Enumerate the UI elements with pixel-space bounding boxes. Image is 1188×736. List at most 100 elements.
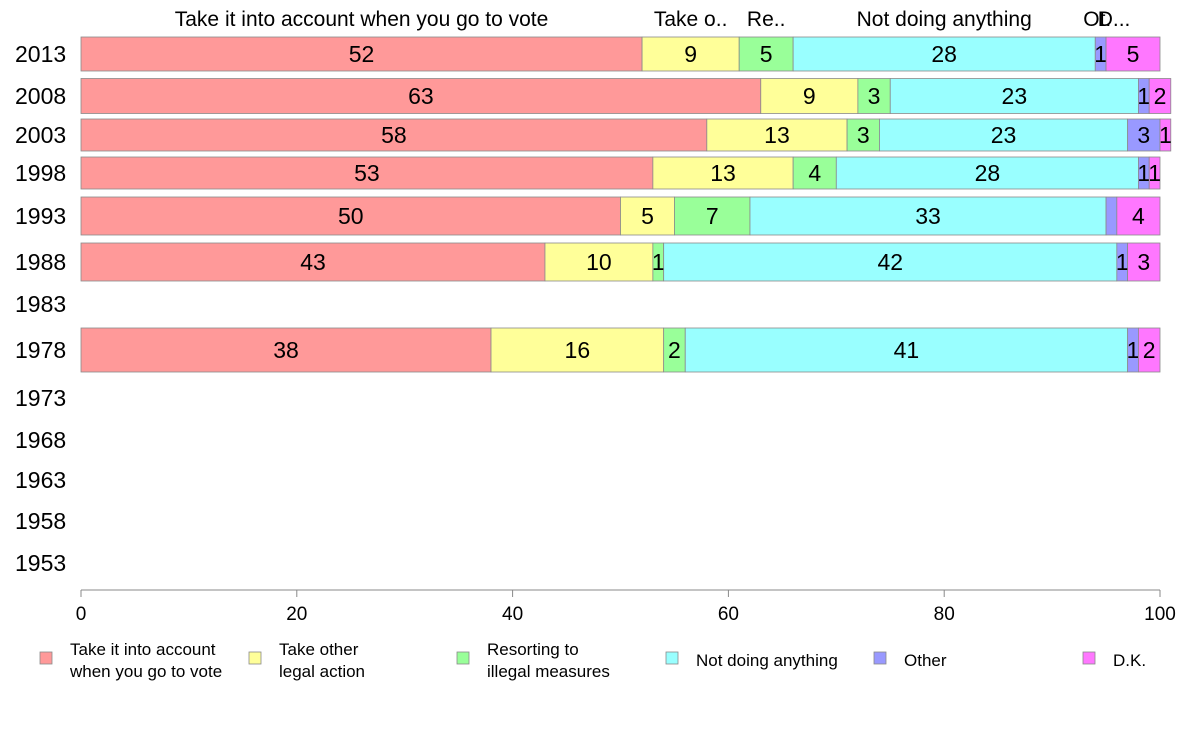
bar-segment-2008-resorting-to-illegal-measures [857,78,891,114]
bar-segment-1988-take-other-legal-action [544,242,654,282]
bar-segment-2008-take-it-into-account-when-you-go-to-vote [80,78,762,114]
data-label-1993-not-doing-anything: 33 [915,203,941,229]
bar-segment-2003-other [1127,118,1161,152]
y-tick-label-1998: 1998 [15,160,66,186]
bar-segment-2013-d-k [1105,36,1161,72]
bar-segment-1993-resorting-to-illegal-measures [674,196,751,236]
data-label-1993-resorting-to-illegal-measures: 7 [706,203,719,229]
data-label-2013-other: 1 [1094,41,1107,67]
data-label-2003-resorting-to-illegal-measures: 3 [857,122,870,148]
data-label-1978-take-other-legal-action: 16 [565,337,591,363]
bar-segment-2013-take-other-legal-action [641,36,740,72]
y-tick-label-2003: 2003 [15,122,66,148]
bar-segment-1998-take-other-legal-action [652,156,794,190]
bar-segment-1988-not-doing-anything [663,242,1118,282]
legend-swatch-d-k [1082,651,1096,665]
data-label-2003-take-other-legal-action: 13 [764,122,790,148]
x-tick-label-40: 40 [502,604,523,625]
bar-segment-1988-d-k [1127,242,1161,282]
data-label-2013-take-other-legal-action: 9 [684,41,697,67]
data-label-1993-take-it-into-account-when-you-go-to-vote: 50 [338,203,364,229]
legend-swatch-other [873,651,887,665]
data-label-1988-take-other-legal-action: 10 [586,249,612,275]
legend-label-take-other-legal-action: Take other legal action [279,640,365,681]
series-header-take-it-into-account-when-you-go-to-vote: Take it into account when you go to vote [175,8,549,31]
y-tick-label-2008: 2008 [15,83,66,109]
bar-segment-1998-take-it-into-account-when-you-go-to-vote [80,156,654,190]
data-label-2008-other: 1 [1137,83,1150,109]
data-label-1998-not-doing-anything: 28 [975,160,1001,186]
data-label-1988-not-doing-anything: 42 [877,249,903,275]
bar-segment-1993-other [1105,196,1118,236]
bar-segment-2003-take-other-legal-action [706,118,848,152]
data-label-1978-take-it-into-account-when-you-go-to-vote: 38 [273,337,299,363]
bar-segment-1998-resorting-to-illegal-measures [792,156,837,190]
legend-label-take-it-into-account-when-you-go-to-vote: Take it into account when you go to vote [69,640,222,681]
bar-segment-1998-d-k [1148,156,1161,190]
data-label-1988-d-k: 3 [1137,249,1150,275]
bar-segment-1998-not-doing-anything [835,156,1139,190]
legend-label-d-k: D.K. [1113,651,1146,670]
x-tick-label-60: 60 [718,604,739,625]
bar-segment-1978-not-doing-anything [684,327,1129,373]
y-tick-label-1993: 1993 [15,203,66,229]
data-label-1978-other: 1 [1127,337,1140,363]
y-tick-label-2013: 2013 [15,41,66,67]
legend-label-other: Other [904,651,947,670]
bar-segment-1978-take-other-legal-action [490,327,665,373]
legend-label-not-doing-anything: Not doing anything [696,651,838,670]
legend-swatch-resorting-to-illegal-measures [456,651,470,665]
series-header-other: Ot. [1083,8,1111,31]
bar-segment-1978-d-k [1138,327,1161,373]
bar-segment-1993-not-doing-anything [749,196,1107,236]
data-label-1998-take-it-into-account-when-you-go-to-vote: 53 [354,160,380,186]
series-header-take-other-legal-action: Take o.. [654,8,728,31]
bar-segment-2008-take-other-legal-action [760,78,859,114]
bar-segment-2008-d-k [1148,78,1172,114]
x-tick-label-100: 100 [1144,604,1176,625]
x-tick-label-20: 20 [286,604,307,625]
bar-segment-1993-d-k [1116,196,1161,236]
data-label-2008-take-other-legal-action: 9 [803,83,816,109]
data-label-2008-resorting-to-illegal-measures: 3 [868,83,881,109]
legend-label-resorting-to-illegal-measures: Resorting to illegal measures [487,640,610,681]
x-tick-label-0: 0 [76,604,87,625]
data-label-1998-take-other-legal-action: 13 [710,160,736,186]
y-tick-label-1983: 1983 [15,291,66,317]
data-label-2003-not-doing-anything: 23 [991,122,1017,148]
y-tick-label-1973: 1973 [15,385,66,411]
legend-swatch-take-other-legal-action [248,651,262,665]
data-label-1988-take-it-into-account-when-you-go-to-vote: 43 [300,249,326,275]
y-tick-label-1968: 1968 [15,427,66,453]
data-label-1978-d-k: 2 [1143,337,1156,363]
bar-segment-1988-take-it-into-account-when-you-go-to-vote [80,242,546,282]
data-label-2013-not-doing-anything: 28 [931,41,957,67]
data-label-2013-resorting-to-illegal-measures: 5 [760,41,773,67]
data-label-1988-other: 1 [1116,249,1129,275]
bar-segment-2003-resorting-to-illegal-measures [846,118,880,152]
data-label-1993-take-other-legal-action: 5 [641,203,654,229]
data-label-2008-not-doing-anything: 23 [1002,83,1028,109]
data-label-1988-resorting-to-illegal-measures: 1 [652,249,665,275]
data-label-1998-resorting-to-illegal-measures: 4 [808,160,821,186]
series-header-not-doing-anything: Not doing anything [857,8,1032,31]
legend-swatch-not-doing-anything [665,651,679,665]
data-label-2008-d-k: 2 [1154,83,1167,109]
data-label-2008-take-it-into-account-when-you-go-to-vote: 63 [408,83,434,109]
data-label-2003-other: 3 [1137,122,1150,148]
y-axis-labels: 2013 2008 2003 1998 1993 1988 1983 1978 1973 1968… [15,41,66,576]
y-tick-label-1978: 1978 [15,337,66,363]
data-label-1978-resorting-to-illegal-measures: 2 [668,337,681,363]
data-label-2003-take-it-into-account-when-you-go-to-vote: 58 [381,122,407,148]
series-header-resorting-to-illegal-measures: Re.. [747,8,786,31]
data-label-1993-d-k: 4 [1132,203,1145,229]
x-axis: 0 20 40 60 80 100 [76,589,1176,625]
bar-segment-2008-not-doing-anything [889,78,1139,114]
data-label-2013-d-k: 5 [1127,41,1140,67]
y-tick-label-1953: 1953 [15,550,66,576]
y-tick-label-1958: 1958 [15,508,66,534]
series-header-d-k: D... [1098,8,1131,31]
data-label-2013-take-it-into-account-when-you-go-to-vote: 52 [349,41,375,67]
